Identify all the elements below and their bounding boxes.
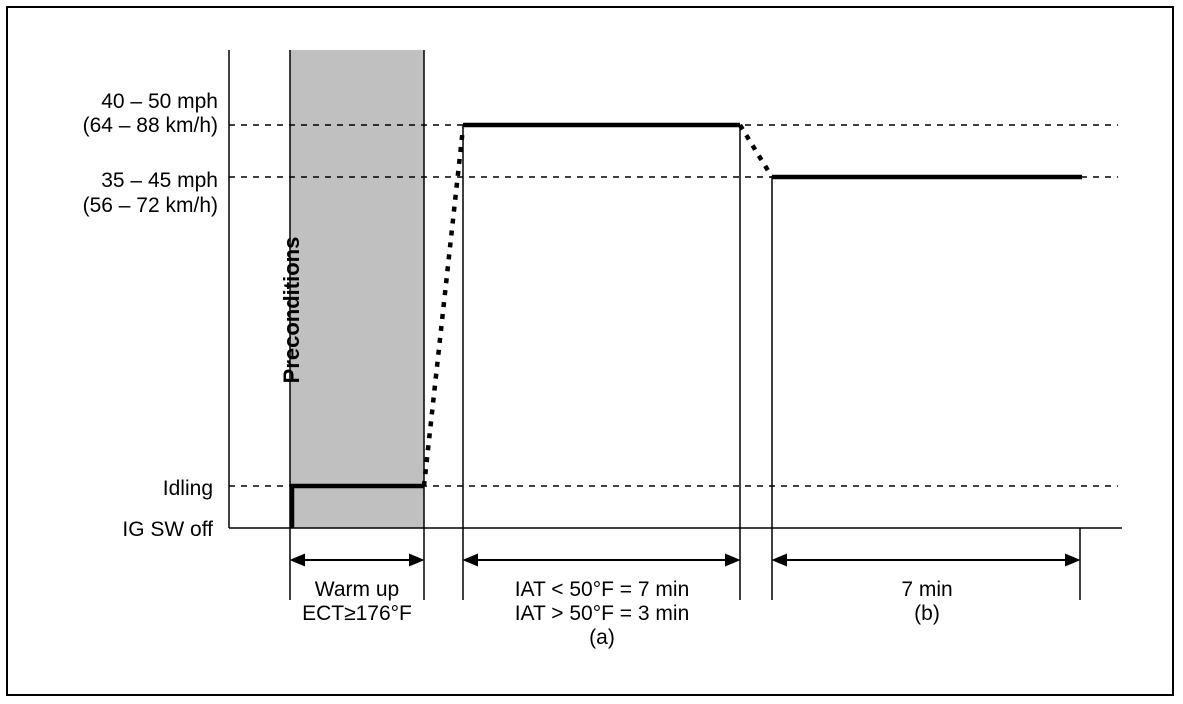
phase-a-line1: IAT < 50°F = 7 min — [514, 578, 690, 601]
phase-b-tag: (b) — [914, 602, 940, 625]
warmup-condition: ECT≥176°F — [302, 602, 412, 625]
y-label-mid-kmh: (56 – 72 km/h) — [82, 194, 218, 217]
phase-b-arrow — [771, 553, 1081, 567]
phase-a-line2: IAT > 50°F = 3 min — [514, 602, 690, 625]
diagram-frame — [6, 6, 1174, 696]
y-label-mid-mph: 35 – 45 mph — [101, 169, 218, 192]
phase-a-arrow — [462, 553, 741, 567]
y-label-high-mph: 40 – 50 mph — [101, 90, 218, 113]
phase-b-duration: 7 min — [901, 578, 953, 601]
preconditions-label: Preconditions — [279, 236, 304, 384]
preconditions-shade — [290, 50, 424, 528]
warmup-label: Warm up — [314, 578, 400, 601]
y-label-high-kmh: (64 – 88 km/h) — [82, 114, 218, 137]
profile-accelerate — [421, 127, 466, 487]
y-label-ig-sw-off: IG SW off — [122, 518, 213, 541]
phase-a-tag: (a) — [589, 626, 615, 649]
warmup-arrow — [289, 553, 425, 567]
profile-decelerate — [738, 123, 774, 179]
y-label-idling: Idling — [162, 477, 213, 500]
profile-idle — [289, 483, 424, 528]
